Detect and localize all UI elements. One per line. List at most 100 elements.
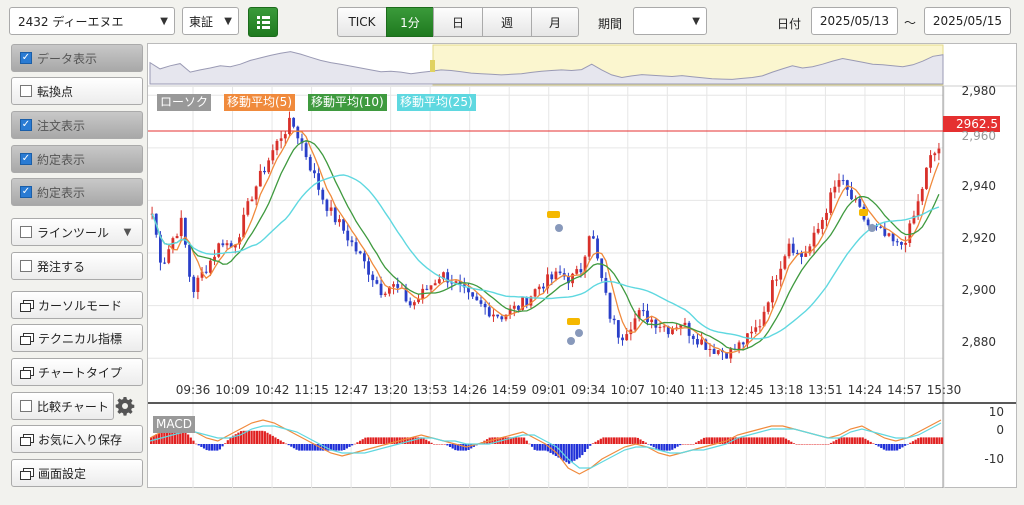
range-month-button[interactable]: 月 [531, 7, 579, 37]
macd-bar [758, 437, 761, 444]
candle [196, 275, 200, 300]
macd-bar [858, 437, 862, 444]
macd-bar [366, 437, 370, 444]
macd-bar [784, 438, 788, 444]
checkbox-icon [20, 85, 32, 97]
candle [179, 210, 183, 241]
candle [612, 315, 616, 325]
candle [254, 185, 258, 206]
x-tick: 11:13 [689, 383, 725, 397]
macd-bar [925, 437, 928, 444]
chevron-down-icon: ▼ [123, 226, 132, 238]
candle [204, 265, 208, 275]
macd-bar [443, 444, 446, 445]
checkbox-icon [20, 260, 32, 272]
macd-bar [890, 444, 893, 451]
tick-button[interactable]: TICK [337, 7, 387, 37]
candle [512, 301, 516, 317]
sidebar-item-label: 転換点 [37, 84, 74, 99]
range-day-button[interactable]: 日 [433, 7, 483, 37]
symbol-select[interactable]: 2432 ディーエヌエ ▼ [9, 7, 175, 35]
range-week-button[interactable]: 週 [482, 7, 532, 37]
toggle-place-order[interactable]: 発注する [11, 252, 143, 280]
navigator-left-handle[interactable] [430, 60, 435, 72]
macd-bar [544, 444, 547, 451]
macd-bar [343, 444, 346, 451]
toggle-turning-point[interactable]: 転換点 [11, 77, 143, 105]
candle [591, 230, 595, 240]
macd-bar [565, 444, 568, 463]
range-1min-button[interactable]: 1分 [386, 7, 434, 37]
candle [691, 333, 695, 345]
candle [192, 274, 196, 298]
toggle-execution-display-b[interactable]: ✓ 約定表示 [11, 178, 143, 206]
macd-bar [361, 439, 364, 444]
macd-bar [433, 444, 436, 445]
market-select[interactable]: 東証 ▼ [182, 7, 239, 35]
candle [292, 117, 296, 129]
macd-bar [671, 444, 674, 450]
macd-bar [377, 437, 380, 444]
toggle-line-tool[interactable]: ラインツール [11, 218, 114, 246]
candle [816, 222, 820, 235]
candle [712, 343, 716, 354]
sidebar-item-label: 約定表示 [37, 152, 86, 167]
x-tick: 10:09 [215, 383, 250, 397]
overview-navigator[interactable] [149, 44, 944, 86]
period-select[interactable]: ▼ [633, 7, 707, 35]
candle [596, 235, 599, 261]
toggle-compare-chart[interactable]: 比較チャート [11, 392, 114, 420]
date-to-input[interactable]: 2025/05/15 [924, 7, 1011, 35]
candle [171, 236, 175, 254]
macd-bar [263, 431, 266, 444]
macd-bar [173, 430, 177, 444]
macd-bar [848, 437, 851, 444]
candle [808, 243, 812, 256]
macd-bar [332, 444, 335, 451]
macd-bar [530, 444, 534, 447]
macd-bar [933, 437, 936, 444]
candle [379, 276, 383, 298]
macd-bar [358, 440, 362, 444]
candle [246, 197, 250, 217]
line-tool-dropdown[interactable]: ▼ [113, 218, 143, 246]
candle [546, 267, 549, 294]
macd-bar [753, 437, 756, 444]
candle [583, 255, 587, 278]
candle [679, 324, 683, 336]
legend-ma25: 移動平均(25) [397, 94, 476, 111]
macd-bar [575, 444, 579, 460]
toggle-execution-display-a[interactable]: ✓ 約定表示 [11, 145, 143, 173]
date-from-input[interactable]: 2025/05/13 [811, 7, 898, 35]
cursor-mode-button[interactable]: カーソルモード [11, 291, 143, 319]
candle [646, 303, 649, 326]
macd-bar [750, 437, 753, 444]
candle [716, 350, 720, 356]
x-tick: 12:45 [729, 383, 764, 397]
gear-icon[interactable] [115, 396, 135, 416]
technical-indicator-button[interactable]: テクニカル指標 [11, 324, 143, 352]
macd-bar [372, 437, 375, 444]
toggle-order-display[interactable]: ✓ 注文表示 [11, 111, 143, 139]
toggle-data-display[interactable]: ✓ データ表示 [11, 44, 143, 72]
macd-bar [700, 439, 703, 444]
macd-bar [165, 430, 169, 444]
macd-bar [763, 437, 766, 444]
chart-area[interactable] [147, 43, 1017, 488]
list-view-button[interactable] [248, 7, 278, 37]
macd-bar [237, 432, 240, 444]
period-label: 期間 [598, 17, 623, 31]
macd-bar [255, 430, 259, 444]
sidebar-item-label: データ表示 [37, 51, 98, 66]
macd-bar [538, 444, 542, 451]
candle [354, 237, 358, 255]
save-favorite-button[interactable]: お気に入り保存 [11, 425, 143, 453]
macd-bar [597, 440, 600, 444]
chart-type-button[interactable]: チャートタイプ [11, 358, 143, 386]
macd-bar [300, 444, 303, 451]
screen-settings-button[interactable]: 画面設定 [11, 459, 143, 487]
candle [621, 334, 624, 346]
candle [371, 271, 375, 287]
y-tick: 2,900 [961, 283, 996, 297]
